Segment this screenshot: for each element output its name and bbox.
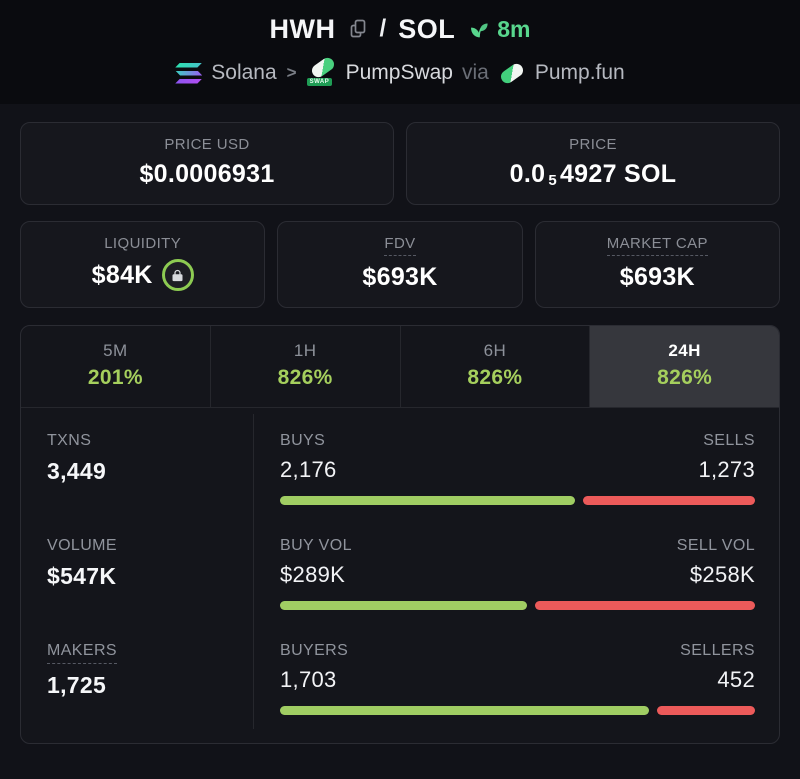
- volume-row: VOLUME $547K BUY VOL SELL VOL $289K $258…: [21, 519, 779, 624]
- sell-vol-label: SELL VOL: [676, 537, 755, 554]
- buy-bar: [280, 496, 575, 505]
- breadcrumb-launchpad[interactable]: Pump.fun: [534, 61, 625, 84]
- txns-label: TXNS: [47, 432, 92, 449]
- volume-label: VOLUME: [47, 537, 117, 554]
- price-usd-box: PRICE USD $0.0006931: [20, 122, 394, 205]
- fdv-label[interactable]: FDV: [384, 235, 416, 256]
- market-cap-value: $693K: [619, 263, 695, 291]
- breadcrumb-chain[interactable]: Solana: [211, 61, 277, 84]
- price-native-label: PRICE: [569, 136, 617, 153]
- txns-value: 3,449: [47, 458, 107, 484]
- fdv-box: FDV $693K: [277, 221, 523, 308]
- chevron-right-icon: >: [286, 63, 297, 82]
- sell-bar: [534, 601, 755, 610]
- pair-separator: /: [379, 15, 387, 42]
- change-5m: 201%: [87, 366, 143, 389]
- txns-row: TXNS 3,449 BUYS SELLS 2,176 1,273: [21, 414, 779, 519]
- token-header: HWH / SOL 8m Solana > SWAP PumpSwap via: [0, 0, 800, 104]
- buys-value: 2,176: [280, 457, 337, 482]
- stats-rows: TXNS 3,449 BUYS SELLS 2,176 1,273: [21, 408, 779, 743]
- price-native-value: 0.0 5 4927 SOL: [509, 160, 677, 189]
- token-stats: PRICE USD $0.0006931 PRICE 0.0 5 4927 SOL …: [0, 104, 800, 744]
- change-24h: 826%: [657, 366, 713, 389]
- timeframe-tabs: 5M 201% 1H 826% 6H 826% 24H 826%: [21, 326, 779, 408]
- buy-vol-label: BUY VOL: [280, 537, 352, 554]
- breadcrumb-dex[interactable]: PumpSwap: [345, 61, 453, 84]
- buy-sell-vol-bar: [280, 601, 755, 610]
- sellers-label: SELLERS: [680, 642, 755, 659]
- buy-vol-value: $289K: [280, 562, 346, 587]
- activity-panel: 5M 201% 1H 826% 6H 826% 24H 826% TXNS 3,…: [20, 325, 780, 744]
- market-cap-box: MARKET CAP $693K: [534, 221, 780, 308]
- base-token-symbol: HWH: [269, 13, 336, 44]
- change-1h: 826%: [277, 366, 333, 389]
- buy-bar: [280, 601, 527, 610]
- tab-24h[interactable]: 24H 826%: [589, 326, 779, 407]
- solana-icon: [175, 62, 203, 84]
- buyers-label: BUYERS: [280, 642, 349, 659]
- volume-value: $547K: [47, 563, 117, 589]
- makers-row: MAKERS 1,725 BUYERS SELLERS 1,703 452: [21, 624, 779, 729]
- buy-bar: [280, 706, 649, 715]
- liquidity-label: LIQUIDITY: [104, 235, 182, 252]
- pair-age: 8m: [497, 15, 531, 42]
- pumpfun-icon: [498, 60, 526, 86]
- price-boxes: PRICE USD $0.0006931 PRICE 0.0 5 4927 SOL: [20, 122, 780, 205]
- metric-boxes: LIQUIDITY $84K FDV $693K MARKET CAP $693…: [20, 221, 780, 308]
- sell-vol-value: $258K: [689, 562, 755, 587]
- price-usd-label: PRICE USD: [164, 136, 250, 153]
- sell-bar: [656, 706, 755, 715]
- liquidity-box: LIQUIDITY $84K: [20, 221, 266, 308]
- seedling-icon: [469, 18, 491, 40]
- tab-6h[interactable]: 6H 826%: [399, 326, 590, 407]
- liquidity-lock-icon[interactable]: [161, 259, 194, 291]
- copy-address-icon[interactable]: [348, 18, 368, 40]
- sell-bar: [582, 496, 755, 505]
- liquidity-value: $84K: [92, 259, 194, 291]
- buyers-sellers-bar: [280, 706, 755, 715]
- tab-5m[interactable]: 5M 201%: [87, 341, 143, 389]
- makers-label[interactable]: MAKERS: [47, 642, 117, 664]
- makers-value: 1,725: [47, 672, 107, 698]
- fdv-value: $693K: [362, 263, 438, 291]
- sellers-value: 452: [717, 667, 755, 692]
- zeros-subscript: 5: [548, 172, 557, 189]
- change-6h: 826%: [467, 366, 523, 389]
- sells-value: 1,273: [698, 457, 755, 482]
- pumpswap-icon: SWAP: [306, 55, 337, 87]
- breadcrumb: Solana > SWAP PumpSwap via Pump.fun: [0, 55, 800, 88]
- price-native-box: PRICE 0.0 5 4927 SOL: [406, 122, 780, 205]
- via-label: via: [461, 61, 489, 84]
- buys-sells-bar: [280, 496, 755, 505]
- buys-label: BUYS: [280, 432, 326, 449]
- price-usd-value: $0.0006931: [139, 160, 275, 188]
- tab-1h[interactable]: 1H 826%: [209, 326, 400, 407]
- market-cap-label[interactable]: MARKET CAP: [606, 235, 708, 256]
- quote-token-symbol: SOL: [398, 13, 456, 44]
- sells-label: SELLS: [703, 432, 755, 449]
- buyers-value: 1,703: [280, 667, 337, 692]
- pair-title: HWH / SOL 8m: [0, 10, 800, 48]
